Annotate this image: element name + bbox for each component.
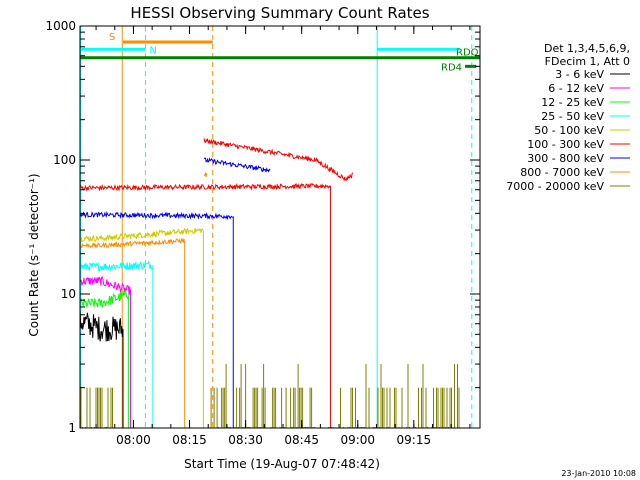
legend-entry-label: 50 - 100 keV	[534, 124, 604, 137]
y-tick-label: 1	[68, 421, 76, 435]
series-line-5	[203, 138, 354, 182]
x-tick-label: 08:45	[284, 433, 319, 447]
x-tick-label: 08:30	[228, 433, 263, 447]
series-line-6	[80, 210, 233, 221]
legend-entry-label: 6 - 12 keV	[548, 82, 604, 95]
series-line-6	[203, 157, 271, 173]
legend-header: FDecim 1, Att 0	[545, 55, 630, 68]
series-line-2	[80, 289, 129, 309]
x-axis-label: Start Time (19-Aug-07 07:48:42)	[184, 457, 380, 471]
y-tick-label: 1000	[45, 19, 76, 33]
legend-entry-label: 25 - 50 keV	[541, 110, 604, 123]
y-tick-label: 10	[61, 287, 76, 301]
annotation-label: N	[149, 45, 156, 56]
legend-entry-label: 100 - 300 keV	[527, 138, 604, 151]
x-tick-label: 09:15	[397, 433, 432, 447]
y-axis-label: Count Rate (s⁻¹ detector⁻¹)	[27, 173, 41, 336]
x-tick-label: 09:00	[340, 433, 375, 447]
legend-entry-label: 7000 - 20000 keV	[506, 180, 604, 193]
legend-entry-label: 12 - 25 keV	[541, 96, 604, 109]
y-tick-label: 100	[53, 153, 76, 167]
series-lines	[80, 138, 354, 428]
background-count-bars	[80, 364, 460, 428]
annotation-label: S	[109, 32, 115, 43]
series-line-4	[80, 227, 204, 243]
series-line-7	[203, 172, 208, 177]
plot-frame	[79, 25, 481, 429]
chart-title: HESSI Observing Summary Count Rates	[130, 4, 429, 22]
series-line-3	[80, 260, 154, 273]
x-tick-label: 08:15	[172, 433, 207, 447]
legend-header: Det 1,3,4,5,6,9,	[544, 42, 630, 55]
legend-entry-label: 300 - 800 keV	[527, 152, 604, 165]
series-line-0	[80, 309, 123, 342]
axes: 08:00 08:15 08:30 08:45 09:00 09:15 1 10 100 1000	[45, 19, 480, 447]
x-tick-label: 08:00	[116, 433, 151, 447]
annotation-label: RD4	[441, 62, 462, 73]
footer-timestamp: 23-Jan-2010 10:08	[561, 469, 636, 478]
series-line-7	[80, 237, 185, 249]
series-line-1	[80, 275, 131, 296]
series-line-5	[80, 182, 331, 192]
legend: Det 1,3,4,5,6,9,FDecim 1, Att 03 - 6 keV…	[506, 42, 630, 193]
legend-entry-label: 800 - 7000 keV	[520, 166, 604, 179]
vertical-markers	[80, 26, 473, 428]
annotation-bars: S N RDO RD4	[80, 32, 480, 73]
annotation-label: RDO	[456, 48, 479, 59]
legend-entry-label: 3 - 6 keV	[555, 68, 604, 81]
